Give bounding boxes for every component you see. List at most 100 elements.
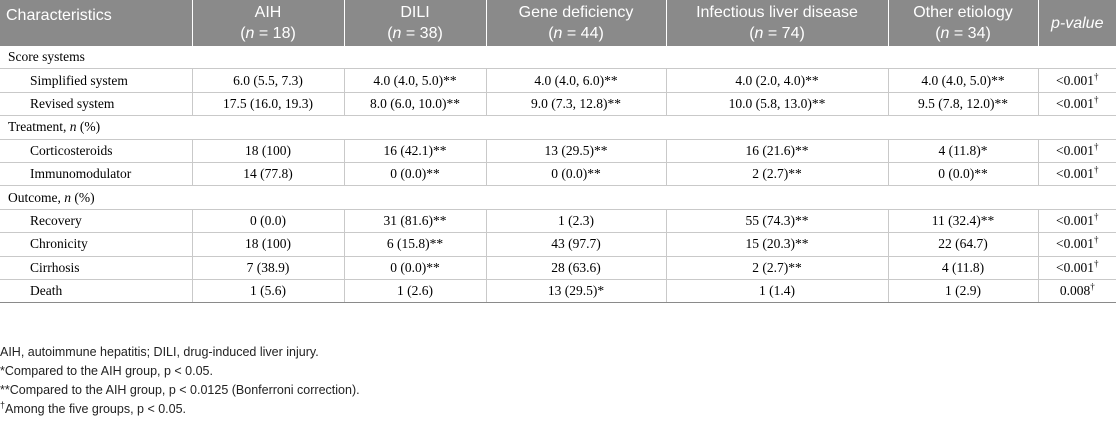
dagger-mark: † [1094,211,1099,222]
table-row: Recovery 0 (0.0) 31 (81.6)** 1 (2.3) 55 (74.… [0,209,1116,234]
dagger-mark: † [0,399,6,410]
header-group-gene-deficiency: Gene deficiency (n = 44) [485,0,666,46]
header-group-n: (n = 74) [749,25,805,42]
row-label: Immunomodulator [0,162,192,187]
dagger-mark: † [1094,258,1099,269]
row-label: Chronicity [0,232,192,257]
table-cell: 10.0 (5.8, 13.0)** [665,92,888,117]
table-cell: 4.0 (4.0, 6.0)** [485,68,666,93]
table-cell: 18 (100) [191,232,344,257]
footnote-dagger-text: Among the five groups, p < 0.05. [5,402,187,416]
table-cell: 1 (5.6) [191,279,344,304]
section-row: Treatment, n (%) [0,115,1116,140]
dagger-mark: † [1094,234,1099,245]
table-cell: 14 (77.8) [191,162,344,187]
table-cell: 4.0 (2.0, 4.0)** [665,68,888,93]
pvalue-cell: <0.001† [1037,232,1116,257]
header-group-infectious: Infectious liver disease (n = 74) [665,0,888,46]
table-body: Score systems Simplified system 6.0 (5.5, … [0,46,1116,304]
table-cell: 1 (2.3) [485,209,666,234]
table-cell: 0 (0.0)** [343,162,486,187]
footnote-single-star: *Compared to the AIH group, p < 0.05. [0,364,213,378]
table-cell: 0 (0.0)** [343,256,486,280]
footnotes: AIH, autoimmune hepatitis; DILI, drug-in… [0,343,1100,419]
table-row: Cirrhosis 7 (38.9) 0 (0.0)** 28 (63.6) 2 (2.… [0,256,1116,280]
table-cell: 1 (1.4) [665,279,888,304]
header-group-n: (n = 44) [548,25,604,42]
section-title: Score systems [0,46,1116,70]
table-cell: 1 (2.6) [343,279,486,304]
dagger-mark: † [1094,94,1099,105]
section-row: Outcome, n (%) [0,185,1116,210]
header-pvalue: p-value [1037,0,1116,46]
table-cell: 2 (2.7)** [665,256,888,280]
table-cell: 2 (2.7)** [665,162,888,187]
header-group-name: Other etiology [913,4,1013,21]
header-group-name: AIH [254,4,282,21]
table-cell: 0 (0.0)** [887,162,1038,187]
header-characteristics: Characteristics [0,0,192,46]
table-row: Immunomodulator 14 (77.8) 0 (0.0)** 0 (0.0)… [0,162,1116,187]
table-cell: 16 (21.6)** [665,139,888,163]
section-title: Outcome, n (%) [0,185,1116,210]
pvalue-cell: <0.001† [1037,162,1116,187]
table-row: Corticosteroids 18 (100) 16 (42.1)** 13 (29… [0,139,1116,163]
dagger-mark: † [1090,281,1095,292]
header-group-dili: DILI (n = 38) [343,0,486,46]
table-row: Death 1 (5.6) 1 (2.6) 13 (29.5)* 1 (1.4) 1 (2… [0,279,1116,304]
pvalue: <0.001 [1056,259,1094,275]
header-group-n: (n = 38) [387,25,443,42]
table-row: Chronicity 18 (100) 6 (15.8)** 43 (97.7) 15 … [0,232,1116,257]
header-group-name: Infectious liver disease [696,4,858,21]
dagger-mark: † [1094,71,1099,82]
pvalue-cell: <0.001† [1037,209,1116,234]
table-cell: 43 (97.7) [485,232,666,257]
table-row: Revised system 17.5 (16.0, 19.3) 8.0 (6.0,… [0,92,1116,117]
row-label: Revised system [0,92,192,117]
header-group-aih: AIH (n = 18) [191,0,344,46]
pvalue: <0.001 [1056,95,1094,111]
header-group-n: (n = 34) [935,25,991,42]
row-label: Recovery [0,209,192,234]
table-cell: 4 (11.8) [887,256,1038,280]
pvalue: <0.001 [1056,72,1094,88]
row-label: Death [0,279,192,304]
header-group-name: Gene deficiency [518,4,634,21]
table-cell: 8.0 (6.0, 10.0)** [343,92,486,117]
section-row: Score systems [0,46,1116,70]
table-cell: 9.5 (7.8, 12.0)** [887,92,1038,117]
pvalue: <0.001 [1056,212,1094,228]
header-group-n: (n = 18) [240,25,296,42]
table-cell: 6.0 (5.5, 7.3) [191,68,344,93]
dagger-mark: † [1094,141,1099,152]
results-table: Characteristics AIH (n = 18) DILI (n = 3… [0,0,1116,304]
table-cell: 0 (0.0) [191,209,344,234]
footnote-double-star: **Compared to the AIH group, p < 0.0125 … [0,383,360,397]
pvalue-cell: <0.001† [1037,256,1116,280]
table-cell: 4.0 (4.0, 5.0)** [343,68,486,93]
pvalue: <0.001 [1056,236,1094,252]
pvalue-cell: <0.001† [1037,68,1116,93]
footnote-abbreviations: AIH, autoimmune hepatitis; DILI, drug-in… [0,345,319,359]
header-group-other: Other etiology (n = 34) [887,0,1038,46]
table-row: Simplified system 6.0 (5.5, 7.3) 4.0 (4.0,… [0,68,1116,93]
pvalue: <0.001 [1056,142,1094,158]
table-cell: 13 (29.5)** [485,139,666,163]
section-title: Treatment, n (%) [0,115,1116,140]
pvalue-cell: <0.001† [1037,92,1116,117]
table-cell: 7 (38.9) [191,256,344,280]
dagger-mark: † [1094,164,1099,175]
pvalue: <0.001 [1056,166,1094,182]
table-cell: 28 (63.6) [485,256,666,280]
pvalue: 0.008 [1059,283,1091,299]
table-cell: 18 (100) [191,139,344,163]
pvalue-cell: 0.008† [1037,279,1116,304]
header-group-name: DILI [400,4,430,21]
table-cell: 11 (32.4)** [887,209,1038,234]
table-cell: 6 (15.8)** [343,232,486,257]
table-cell: 22 (64.7) [887,232,1038,257]
row-label: Cirrhosis [0,256,192,280]
table-cell: 4.0 (4.0, 5.0)** [887,68,1038,93]
table-cell: 17.5 (16.0, 19.3) [191,92,344,117]
footnote-dagger: †Among the five groups, p < 0.05. [0,400,1100,419]
